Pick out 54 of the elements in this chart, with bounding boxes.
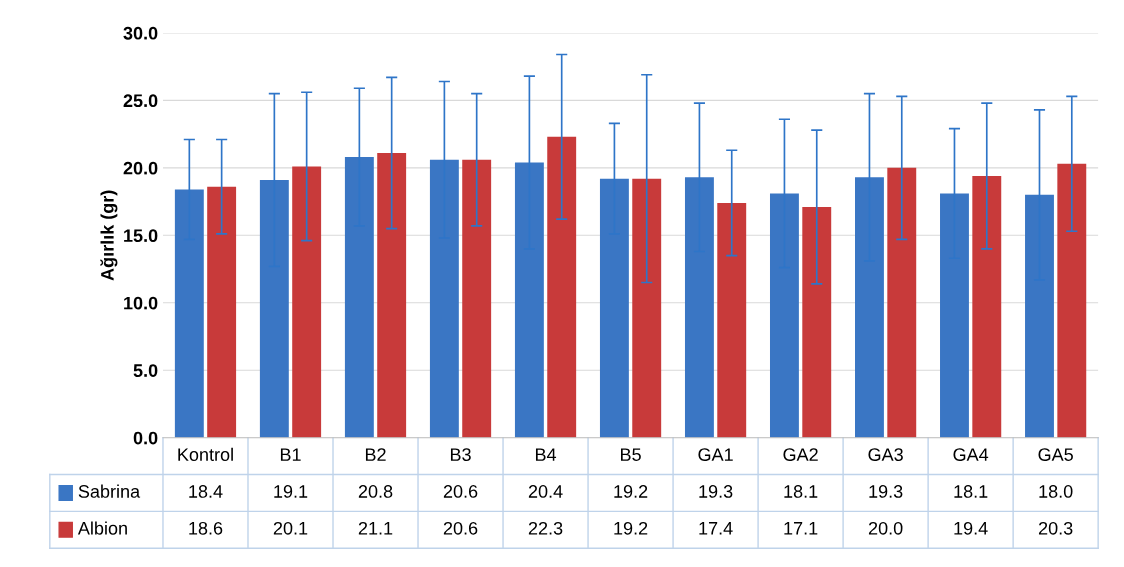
data-label: 19.3 — [699, 485, 733, 498]
y-tick-label: 20.0 — [123, 161, 158, 175]
data-label: 20.1 — [273, 521, 308, 535]
data-label: 18.1 — [954, 485, 988, 498]
data-label: 19.2 — [614, 485, 648, 498]
y-axis-title: Ağırlık (gr) — [100, 190, 118, 281]
data-label: 20.8 — [358, 485, 393, 498]
x-tick-label: B4 — [535, 448, 557, 461]
data-label: 20.4 — [528, 485, 563, 498]
x-tick-label: GA1 — [698, 448, 733, 461]
x-tick-label: B1 — [280, 448, 301, 461]
data-label: 22.3 — [528, 521, 563, 535]
y-tick-label: 5.0 — [133, 364, 158, 377]
x-tick-label: B3 — [450, 448, 471, 461]
data-label: 19.1 — [274, 485, 308, 498]
data-label: 18.1 — [784, 485, 818, 498]
x-tick-label: B5 — [621, 448, 641, 461]
bar — [462, 159, 492, 438]
bar — [207, 186, 237, 438]
y-tick-label: 10.0 — [124, 296, 158, 310]
data-label: 20.3 — [1038, 521, 1073, 535]
data-label: 18.4 — [189, 485, 223, 498]
bar — [1057, 163, 1087, 438]
data-label: 20.6 — [443, 521, 478, 535]
data-label: 19.4 — [954, 521, 988, 535]
data-label: 19.2 — [614, 521, 648, 535]
bar — [632, 178, 662, 438]
bar — [547, 136, 577, 438]
y-tick-label: 25.0 — [123, 94, 158, 108]
bar — [717, 202, 747, 438]
bar — [377, 152, 407, 438]
legend-label: Albion — [77, 521, 127, 535]
bar — [887, 167, 917, 438]
x-tick-label: GA3 — [868, 448, 903, 461]
bar — [972, 175, 1002, 438]
data-label: 17.1 — [784, 522, 818, 535]
y-tick-label: 0.0 — [133, 431, 158, 445]
data-label: 20.6 — [443, 485, 478, 498]
x-tick-label: GA2 — [783, 448, 818, 461]
y-tick-label: 30.0 — [123, 26, 158, 40]
x-tick-label: GA5 — [1038, 448, 1073, 461]
data-label: 21.1 — [358, 521, 393, 535]
y-tick-label: 15.0 — [124, 229, 158, 243]
data-label: 19.3 — [869, 485, 903, 498]
bar — [802, 206, 832, 438]
data-label: 17.4 — [699, 522, 733, 535]
data-label: 18.6 — [189, 521, 223, 535]
data-label: 20.0 — [868, 521, 903, 535]
bar — [292, 166, 322, 438]
x-tick-label: GA4 — [953, 448, 989, 461]
x-tick-label: B2 — [365, 448, 386, 461]
x-tick-label: Kontrol — [178, 447, 233, 461]
data-label: 18.0 — [1039, 485, 1073, 498]
legend-label: Sabrina — [78, 484, 141, 498]
